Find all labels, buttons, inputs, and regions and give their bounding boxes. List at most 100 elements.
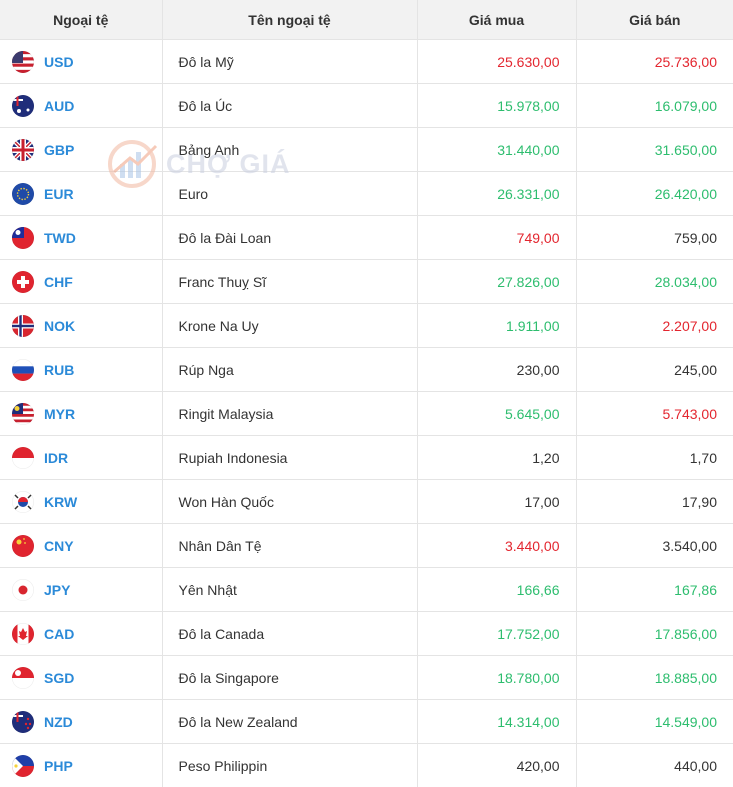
currency-code: RUB (44, 361, 75, 378)
table-row: CNY Nhân Dân Tệ 3.440,00 3.540,00 (0, 523, 733, 568)
table-row: CHF Franc Thuỵ Sĩ 27.826,00 28.034,00 (0, 259, 733, 304)
flag-icon (12, 446, 34, 469)
currency-cell: CNY (0, 523, 162, 568)
buy-price: 749,00 (416, 215, 576, 260)
buy-price: 26.331,00 (416, 171, 576, 216)
table-row: NZD Đô la New Zealand 14.314,00 14.549,00 (0, 699, 733, 744)
currency-cell: NZD (0, 699, 162, 744)
column-header: Tên ngoại tệ (161, 0, 417, 40)
buy-price: 17.752,00 (416, 611, 576, 656)
buy-price: 25.630,00 (416, 39, 576, 84)
buy-price: 27.826,00 (416, 259, 576, 304)
table-row: IDR Rupiah Indonesia 1,20 1,70 (0, 435, 733, 480)
buy-price: 3.440,00 (416, 523, 576, 568)
currency-name: Đô la Đài Loan (161, 215, 417, 260)
currency-code: SGD (44, 669, 75, 686)
currency-name: Krone Na Uy (161, 303, 417, 348)
currency-code: USD (44, 53, 74, 70)
sell-price: 167,86 (575, 567, 733, 612)
currency-cell: USD (0, 39, 162, 84)
currency-name: Rupiah Indonesia (161, 435, 417, 480)
sell-price: 26.420,00 (575, 171, 733, 216)
currency-name: Bảng Anh (161, 127, 417, 172)
buy-price: 1,20 (416, 435, 576, 480)
table-row: USD Đô la Mỹ 25.630,00 25.736,00 (0, 39, 733, 84)
currency-code: KRW (44, 493, 78, 510)
currency-code: CHF (44, 273, 73, 290)
currency-code: EUR (44, 185, 74, 202)
buy-price: 5.645,00 (416, 391, 576, 436)
currency-code: MYR (44, 405, 76, 422)
currency-code: PHP (44, 757, 73, 774)
buy-price: 230,00 (416, 347, 576, 392)
table-row: JPY Yên Nhật 166,66 167,86 (0, 567, 733, 612)
sell-price: 759,00 (575, 215, 733, 260)
sell-price: 17.856,00 (575, 611, 733, 656)
currency-name: Nhân Dân Tệ (161, 523, 417, 568)
buy-price: 420,00 (416, 743, 576, 787)
buy-price: 14.314,00 (416, 699, 576, 744)
currency-code: CNY (44, 537, 74, 554)
flag-icon (12, 402, 34, 425)
buy-price: 18.780,00 (416, 655, 576, 700)
currency-name: Đô la Úc (161, 83, 417, 128)
column-header: Giá bán (575, 0, 733, 40)
flag-icon (12, 94, 34, 117)
sell-price: 14.549,00 (575, 699, 733, 744)
currency-code: AUD (44, 97, 75, 114)
currency-cell: CAD (0, 611, 162, 656)
currency-code: CAD (44, 625, 75, 642)
sell-price: 245,00 (575, 347, 733, 392)
sell-price: 3.540,00 (575, 523, 733, 568)
table-row: RUB Rúp Nga 230,00 245,00 (0, 347, 733, 392)
currency-code: NZD (44, 713, 73, 730)
table-row: CAD Đô la Canada 17.752,00 17.856,00 (0, 611, 733, 656)
currency-cell: EUR (0, 171, 162, 216)
currency-cell: KRW (0, 479, 162, 524)
table-row: TWD Đô la Đài Loan 749,00 759,00 (0, 215, 733, 260)
currency-cell: TWD (0, 215, 162, 260)
currency-name: Euro (161, 171, 417, 216)
currency-name: Peso Philippin (161, 743, 417, 787)
currency-cell: MYR (0, 391, 162, 436)
sell-price: 1,70 (575, 435, 733, 480)
flag-icon (12, 50, 34, 73)
flag-icon (12, 490, 34, 513)
table-row: MYR Ringit Malaysia 5.645,00 5.743,00 (0, 391, 733, 436)
currency-name: Ringit Malaysia (161, 391, 417, 436)
sell-price: 5.743,00 (575, 391, 733, 436)
buy-price: 17,00 (416, 479, 576, 524)
column-header: Ngoại tệ (0, 0, 162, 40)
currency-cell: RUB (0, 347, 162, 392)
table-row: EUR Euro 26.331,00 26.420,00 (0, 171, 733, 216)
currency-code: GBP (44, 141, 75, 158)
currency-cell: NOK (0, 303, 162, 348)
currency-cell: CHF (0, 259, 162, 304)
buy-price: 166,66 (416, 567, 576, 612)
table-row: PHP Peso Philippin 420,00 440,00 (0, 743, 733, 787)
currency-name: Rúp Nga (161, 347, 417, 392)
flag-icon (12, 622, 34, 645)
buy-price: 15.978,00 (416, 83, 576, 128)
flag-icon (12, 182, 34, 205)
flag-icon (12, 754, 34, 777)
currency-code: IDR (44, 449, 69, 466)
table-row: NOK Krone Na Uy 1.911,00 2.207,00 (0, 303, 733, 348)
currency-cell: PHP (0, 743, 162, 787)
currency-name: Đô la Canada (161, 611, 417, 656)
sell-price: 2.207,00 (575, 303, 733, 348)
flag-icon (12, 314, 34, 337)
currency-cell: IDR (0, 435, 162, 480)
currency-code: TWD (44, 229, 76, 246)
sell-price: 16.079,00 (575, 83, 733, 128)
sell-price: 17,90 (575, 479, 733, 524)
column-header: Giá mua (416, 0, 576, 40)
flag-icon (12, 710, 34, 733)
currency-name: Yên Nhật (161, 567, 417, 612)
currency-code: JPY (44, 581, 71, 598)
currency-name: Franc Thuỵ Sĩ (161, 259, 417, 304)
sell-price: 25.736,00 (575, 39, 733, 84)
currency-name: Đô la Singapore (161, 655, 417, 700)
flag-icon (12, 270, 34, 293)
currency-cell: JPY (0, 567, 162, 612)
